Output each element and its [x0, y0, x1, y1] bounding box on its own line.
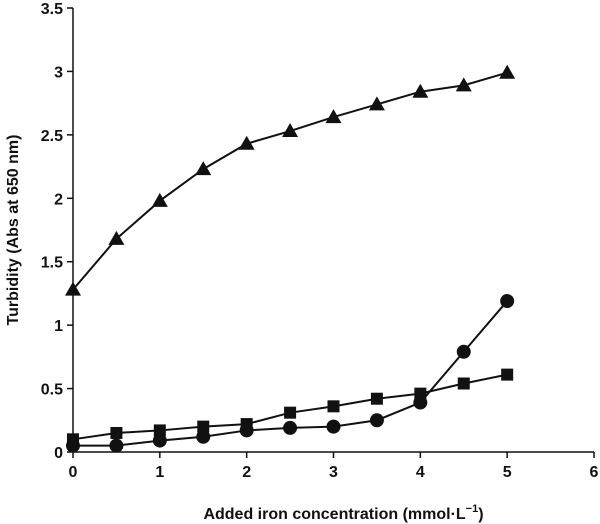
data-point-square [153, 424, 166, 437]
data-point-circle [239, 423, 254, 438]
data-point-square [110, 426, 123, 439]
x-tick-label: 2 [242, 464, 251, 481]
data-point-triangle [238, 135, 255, 150]
data-point-triangle [282, 123, 299, 138]
data-point-triangle [499, 64, 516, 79]
series-group [65, 64, 516, 453]
data-point-circle [109, 438, 124, 453]
data-point-circle [413, 395, 428, 410]
data-point-square [197, 420, 210, 433]
axes [72, 8, 594, 453]
data-point-circle [326, 419, 341, 434]
data-point-triangle [108, 230, 125, 245]
data-point-triangle [412, 83, 429, 98]
data-point-triangle [325, 109, 342, 124]
x-tick-label: 1 [155, 464, 164, 481]
data-point-triangle [368, 96, 385, 111]
y-tick-label: 2 [54, 191, 63, 208]
series-line-triangle [72, 71, 508, 291]
x-tick-label: 3 [329, 464, 338, 481]
x-axis-title: Added iron concentration (mmol·L−1) [203, 503, 483, 523]
data-point-square [370, 392, 383, 405]
data-point-square [284, 406, 297, 419]
y-tick-label: 1 [54, 318, 63, 335]
y-axis-title: Turbidity (Abs at 650 nm) [5, 135, 22, 326]
x-tick-label: 4 [416, 464, 425, 481]
x-tick-label: 6 [590, 464, 599, 481]
data-point-triangle [151, 192, 168, 207]
data-point-circle [196, 429, 211, 444]
data-point-circle [456, 344, 471, 359]
x-axis-title-sup: −1 [466, 503, 479, 515]
x-axis-title-main: Added iron concentration (mmol·L [203, 506, 465, 523]
data-point-square [501, 368, 514, 381]
x-axis-title-close: ) [478, 506, 483, 523]
data-point-circle [152, 433, 167, 448]
x-tick-label: 0 [69, 464, 78, 481]
y-tick-label: 0 [54, 445, 63, 462]
x-ticks: 0 1 2 3 4 5 6 [69, 452, 599, 481]
y-tick-label: 2.5 [41, 128, 63, 145]
data-point-circle [500, 294, 515, 309]
x-tick-label: 5 [503, 464, 512, 481]
data-point-circle [369, 413, 384, 428]
y-tick-label: 3.5 [41, 1, 63, 18]
y-ticks: 0 0.5 1 1.5 2 2.5 3 3.5 [41, 1, 73, 462]
data-point-triangle [195, 161, 212, 176]
data-point-circle [66, 438, 80, 453]
y-tick-label: 1.5 [41, 255, 63, 272]
data-point-circle [283, 420, 298, 435]
data-point-square [457, 377, 470, 390]
data-point-triangle [65, 281, 81, 296]
y-tick-label: 0.5 [41, 382, 63, 399]
data-point-square [327, 400, 340, 413]
y-tick-label: 3 [54, 64, 63, 81]
data-point-triangle [455, 77, 472, 92]
